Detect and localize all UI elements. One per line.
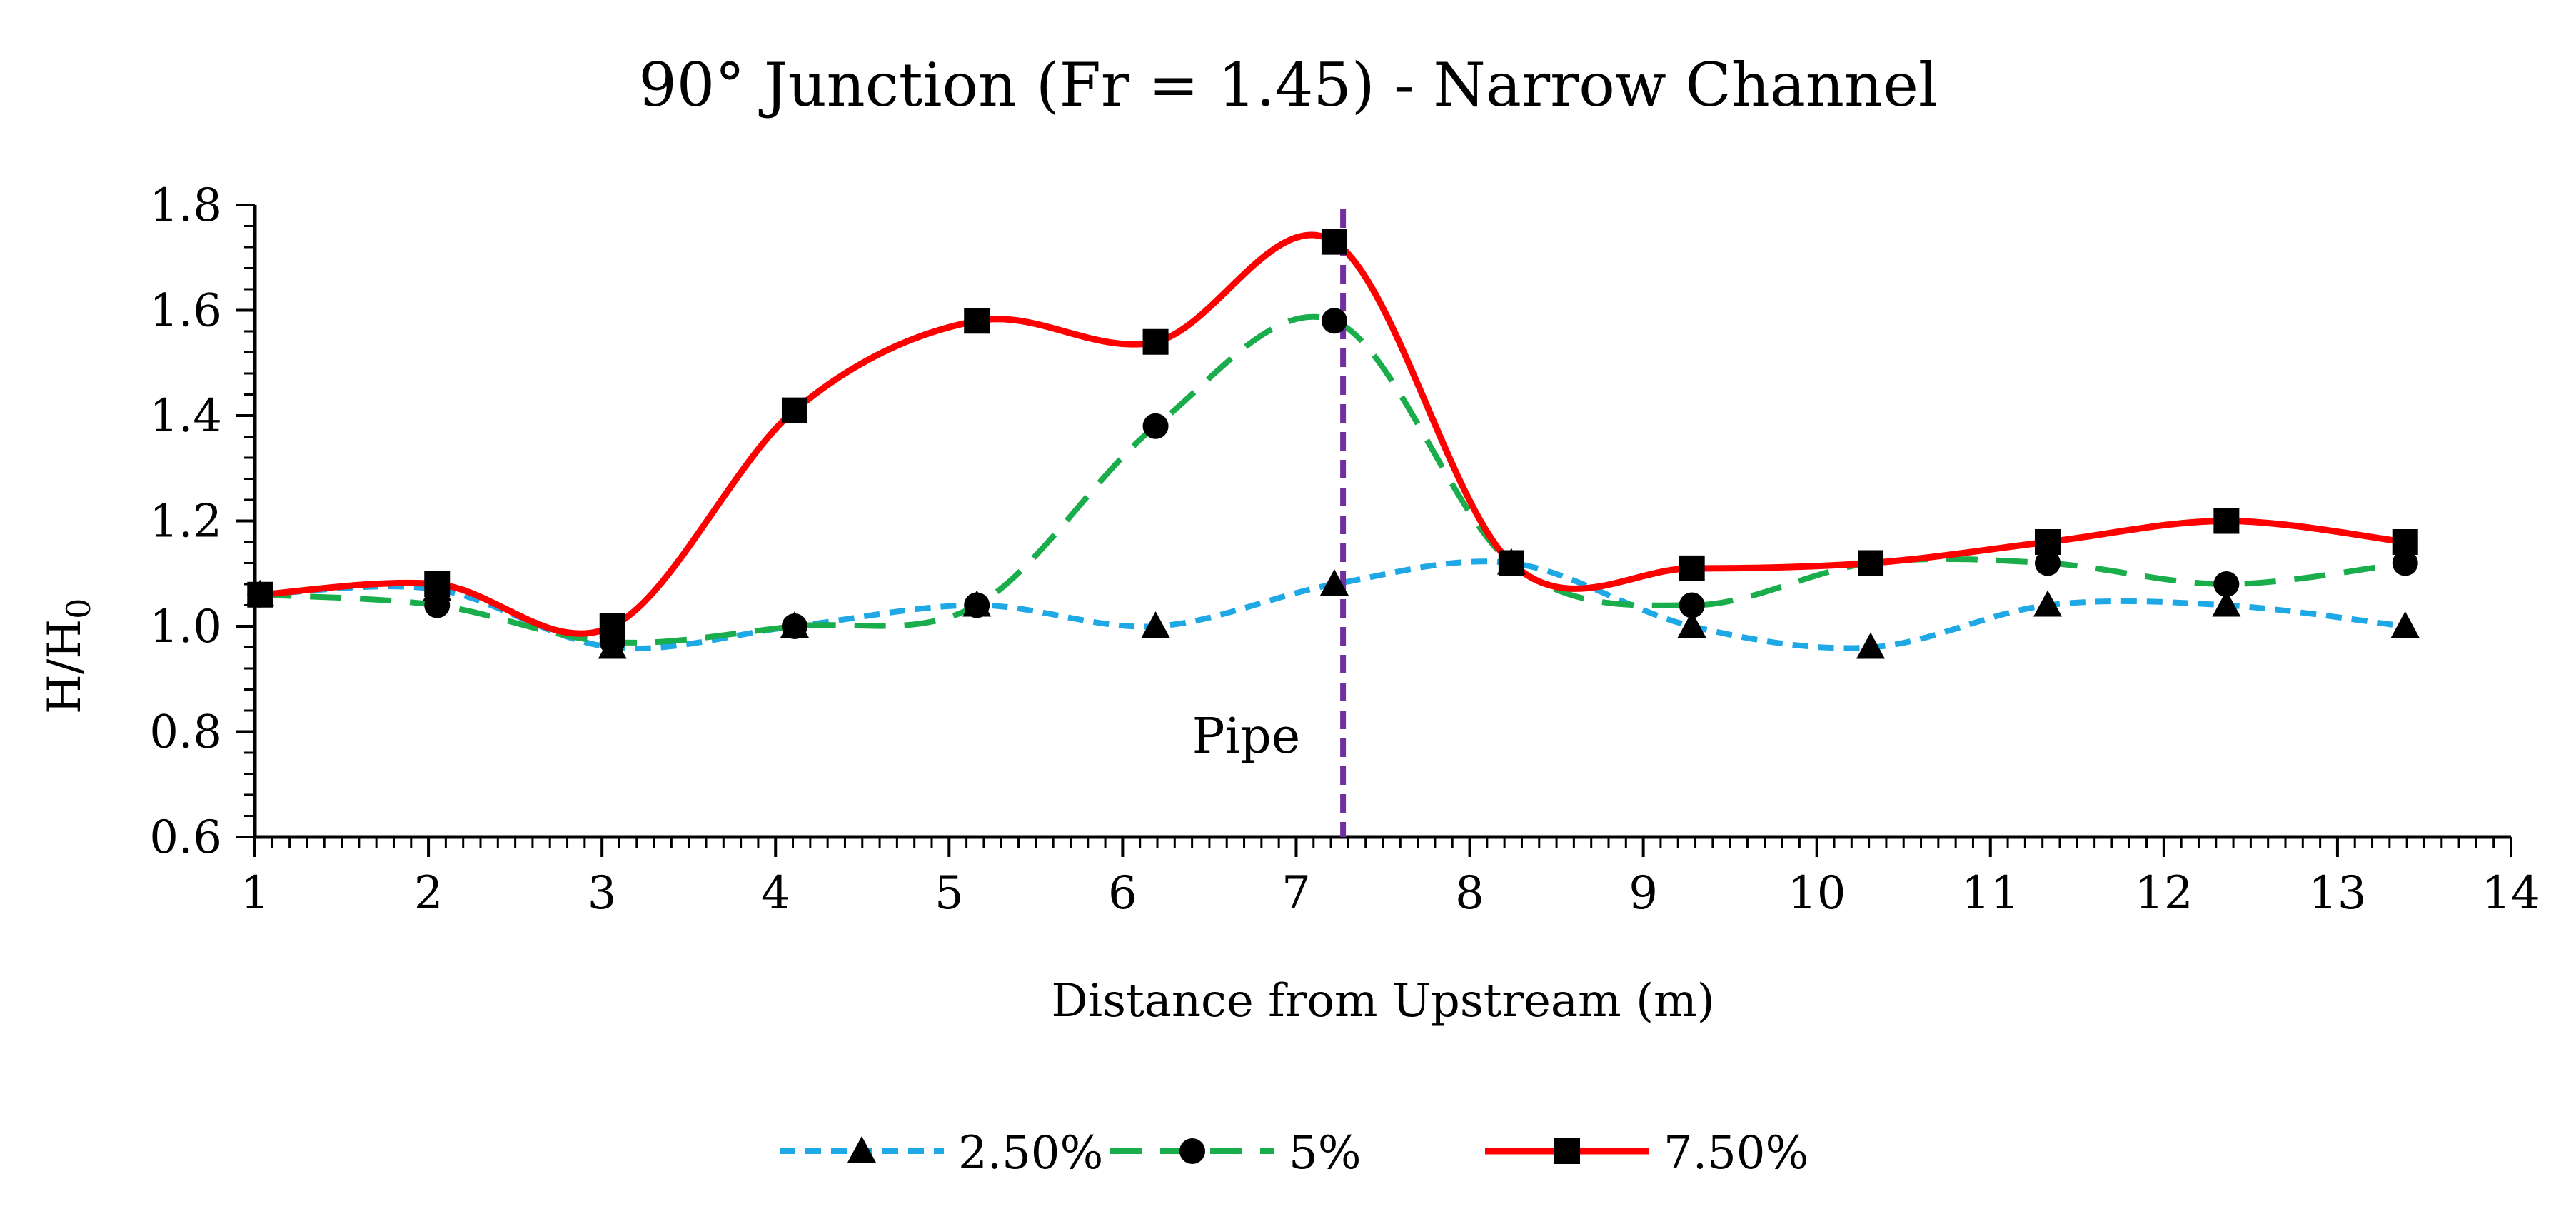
data-point-triangle: [1141, 611, 1170, 638]
x-tick-label: 13: [2308, 867, 2366, 920]
data-point-square: [781, 397, 807, 423]
data-point-square: [1498, 550, 1524, 576]
data-point-triangle: [1319, 569, 1349, 596]
x-axis-title: Distance from Upstream (m): [1051, 975, 1714, 1028]
y-tick-label: 1.4: [149, 390, 222, 443]
y-tick-label: 1.8: [149, 179, 222, 232]
data-point-square: [599, 613, 625, 639]
y-tick-label: 1.6: [149, 285, 222, 338]
data-point-triangle: [2390, 611, 2420, 638]
data-point-circle: [1142, 413, 1169, 439]
data-point-circle: [2034, 550, 2061, 576]
data-point-square: [2392, 529, 2418, 555]
x-tick-label: 5: [935, 867, 964, 920]
x-tick-label: 1: [241, 867, 270, 920]
y-tick-label: 0.8: [149, 706, 222, 759]
data-point-circle: [2213, 571, 2240, 597]
data-point-triangle: [1856, 632, 1886, 659]
legend-label: 5%: [1289, 1127, 1362, 1180]
legend-marker-circle: [1179, 1138, 1205, 1164]
data-point-circle: [1321, 308, 1347, 334]
x-tick-label: 9: [1629, 867, 1658, 920]
data-point-circle: [964, 592, 990, 618]
x-tick-label: 6: [1108, 867, 1137, 920]
legend-label: 2.50%: [958, 1127, 1103, 1180]
y-tick-label: 1.2: [149, 496, 222, 548]
y-tick-label: 0.6: [149, 811, 222, 864]
x-tick-label: 4: [761, 867, 790, 920]
x-tick-label: 12: [2135, 867, 2193, 920]
data-point-square: [964, 308, 990, 334]
x-tick-label: 14: [2482, 867, 2540, 920]
data-point-square: [247, 581, 273, 608]
data-point-square: [2034, 529, 2061, 555]
legend-label: 7.50%: [1664, 1127, 1808, 1180]
y-axis-title-subscript: 0: [59, 598, 98, 619]
data-point-square: [2213, 508, 2240, 534]
plot-area: 1 2 3 4 5 6 7 8 9 10 11 12 13 140.60.81.01.21.41.61.8: [149, 179, 2540, 920]
legend: 2.50% 5% 7.50%: [780, 1127, 1808, 1180]
legend-marker-square: [1554, 1138, 1580, 1164]
data-point-square: [1142, 328, 1169, 355]
data-point-square: [424, 571, 451, 597]
y-axis-title-main: H/H: [39, 619, 91, 714]
pipe-annotation: Pipe: [1192, 708, 1300, 765]
y-tick-label: 1.0: [149, 601, 222, 653]
data-point-triangle: [2033, 590, 2062, 617]
data-point-square: [1321, 229, 1347, 255]
chart-title: 90° Junction (Fr = 1.45) - Narrow Channe…: [638, 50, 1937, 120]
data-point-triangle: [1677, 611, 1706, 638]
data-point-circle: [2392, 550, 2418, 576]
x-tick-label: 2: [414, 867, 443, 920]
x-tick-label: 7: [1282, 867, 1311, 920]
series-line-circle: [260, 313, 2406, 646]
data-point-triangle: [2212, 590, 2241, 617]
data-point-circle: [1679, 592, 1705, 618]
y-axis-title: H/H0: [39, 598, 98, 714]
data-point-square: [1858, 550, 1884, 576]
x-tick-label: 10: [1788, 867, 1846, 920]
data-point-circle: [424, 592, 451, 618]
data-point-circle: [781, 613, 807, 639]
data-point-square: [1679, 555, 1705, 581]
legend-marker-triangle: [847, 1136, 876, 1163]
x-tick-label: 11: [1961, 867, 2019, 920]
x-tick-label: 3: [588, 867, 617, 920]
x-tick-label: 8: [1455, 867, 1484, 920]
